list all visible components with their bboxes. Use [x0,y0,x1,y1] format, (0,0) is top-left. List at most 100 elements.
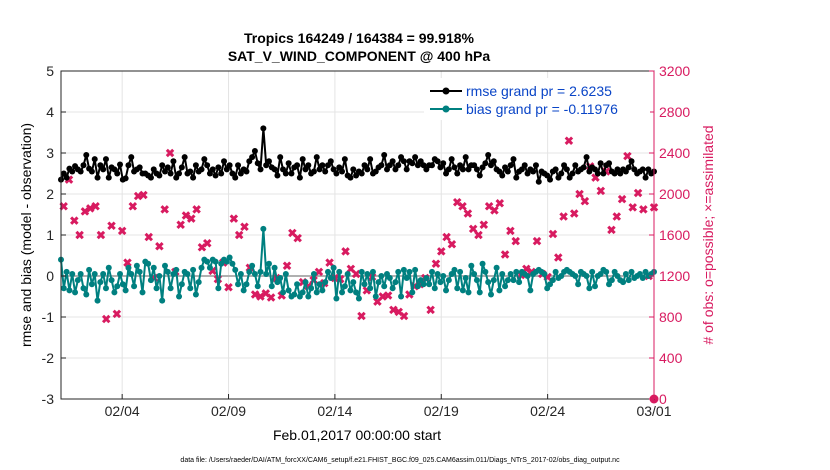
obs-x-stroke [192,205,201,214]
x-tick-label: 02/14 [317,403,352,419]
bias-point [131,283,138,290]
right-y-tick-label: 0 [659,391,667,407]
obs-assimilated-marker [431,259,441,268]
obs-x-stroke [117,226,127,236]
rmse-point [485,152,492,159]
obs-assimilated-marker [479,220,489,230]
rmse-point [192,162,199,169]
obs-x-stroke [607,225,616,235]
bias-point [496,287,503,294]
obs-assimilated-marker [187,214,196,223]
bias-point [119,281,126,288]
obs-assimilated-marker [202,238,212,248]
obs-assimilated-marker [442,232,451,242]
bias-point [510,277,517,284]
rmse-point [136,164,143,171]
rmse-point [580,164,587,171]
rmse-point [322,168,329,175]
obs-x-stroke [181,211,191,220]
bias-point [291,291,298,298]
bias-point [159,297,166,304]
rmse-point [164,164,171,171]
bias-point [324,268,331,275]
bias-point [243,281,250,288]
obs-x-stroke [442,232,451,242]
rmse-point [507,162,514,169]
rmse-point [226,162,233,169]
rmse-point [639,166,646,173]
obs-x-stroke [452,197,462,207]
bias-point [541,270,548,277]
bias-point [184,270,191,277]
rmse-point [296,174,303,181]
obs-x-stroke [628,203,637,212]
obs-x-stroke [357,311,366,321]
right-y-tick-label: 1200 [659,268,690,284]
rmse-point [125,162,132,169]
bias-point [589,268,596,275]
obs-x-stroke [107,221,116,231]
obs-x-stroke [580,196,590,206]
chart-subtitle: SAT_V_WIND_COMPONENT @ 400 hPa [228,48,491,64]
right-y-tick-label: 2000 [659,186,690,202]
obs-x-stroke [144,232,154,242]
bias-point [237,270,244,277]
bias-point [386,275,393,282]
obs-x-stroke [431,259,441,268]
bias-point [60,285,67,292]
rmse-point [428,162,435,169]
right-y-tick-label: 800 [659,309,683,325]
rmse-point [299,156,306,163]
obs-assimilated-marker [511,236,520,246]
bias-point [406,268,413,275]
obs-assimilated-marker [639,205,648,214]
obs-assimilated-marker [229,214,239,223]
obs-x-stroke [266,293,276,302]
bias-point [457,268,464,275]
bias-point [392,279,399,286]
bias-point [462,275,469,282]
bias-point [487,291,494,298]
obs-assimilated-marker [548,229,558,239]
bias-point [204,258,211,265]
bias-point [102,285,109,292]
bias-point [347,287,354,294]
rmse-point [459,166,466,173]
obs-assimilated-marker [117,226,127,236]
obs-x-stroke [484,202,494,211]
bias-point [476,289,483,296]
rmse-point [341,156,348,163]
left-y-tick-label: -1 [42,309,55,325]
rmse-point [600,170,607,177]
bias-point [367,285,374,292]
obs-assimilated-marker [628,203,637,212]
rmse-point [434,158,441,165]
obs-assimilated-marker [240,222,249,232]
bias-point [271,264,278,271]
rmse-point [381,152,388,159]
obs-assimilated-marker [224,283,233,292]
obs-x-stroke [596,186,606,196]
obs-assimilated-marker [112,309,122,319]
x-tick-label: 02/24 [530,403,565,419]
obs-x-stroke [554,253,563,262]
bias-point [128,270,135,277]
bias-point [69,270,76,277]
chart-title: Tropics 164249 / 164384 = 99.918% [244,30,475,46]
obs-x-stroke [617,194,627,204]
bias-point [229,260,236,267]
obs-x-stroke [261,289,271,298]
rmse-point [282,170,289,177]
obs-x-stroke [165,148,175,158]
rmse-point [69,168,76,175]
rmse-point [454,170,461,177]
bias-point [516,279,523,286]
bias-point [117,270,124,277]
rmse-point [473,166,480,173]
obs-x-stroke [75,230,84,240]
obs-assimilated-marker [70,216,79,225]
bias-point [437,279,444,286]
obs-x-stroke [282,261,292,271]
obs-assimilated-marker [612,212,622,221]
